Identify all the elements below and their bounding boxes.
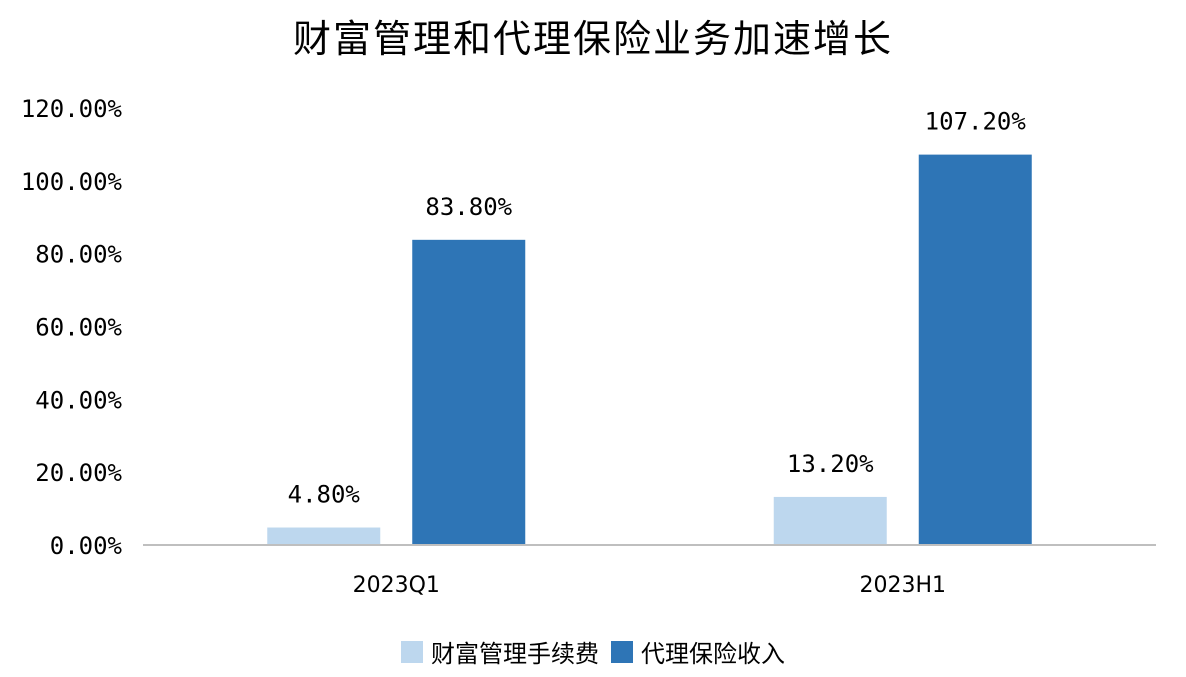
y-tick-label: 100.00%	[21, 168, 123, 196]
y-tick-label: 40.00%	[35, 386, 122, 414]
bar-2023Q1-series-1	[267, 527, 381, 545]
legend-item-series-1: 财富管理手续费	[401, 634, 599, 669]
legend-label-series-1: 财富管理手续费	[431, 640, 599, 668]
bars-group	[267, 154, 1032, 545]
legend-swatch-series-2	[611, 640, 633, 663]
data-labels-group: 4.80% 83.80% 13.20% 107.20%	[288, 108, 1027, 509]
y-tick-label: 80.00%	[35, 241, 122, 269]
data-label-2023H1-series-1: 13.20%	[787, 450, 874, 478]
data-label-2023H1-series-2: 107.20%	[925, 108, 1027, 136]
bar-2023Q1-series-2	[412, 239, 526, 545]
bar-2023H1-series-2	[918, 154, 1032, 545]
y-tick-label: 20.00%	[35, 459, 122, 487]
bar-2023H1-series-1	[773, 496, 887, 545]
data-label-2023Q1-series-2: 83.80%	[425, 193, 512, 221]
y-tick-label: 120.00%	[21, 95, 123, 123]
legend-label-series-2: 代理保险收入	[641, 640, 785, 668]
legend-item-series-2: 代理保险收入	[611, 634, 785, 669]
y-tick-label: 60.00%	[35, 314, 122, 342]
legend-swatch-series-1	[401, 640, 423, 663]
y-tick-label: 0.00%	[50, 532, 123, 560]
data-label-2023Q1-series-1: 4.80%	[288, 481, 361, 509]
chart-title: 财富管理和代理保险业务加速增长	[292, 17, 893, 61]
x-category-label: 2023Q1	[353, 573, 440, 598]
y-axis-ticks: 0.00% 20.00% 40.00% 60.00% 80.00% 100.00% 120.…	[21, 95, 123, 560]
x-axis-category-labels: 2023Q1 2023H1	[353, 573, 946, 598]
legend: 财富管理手续费 代理保险收入	[0, 634, 1186, 669]
x-category-label: 2023H1	[859, 573, 946, 598]
